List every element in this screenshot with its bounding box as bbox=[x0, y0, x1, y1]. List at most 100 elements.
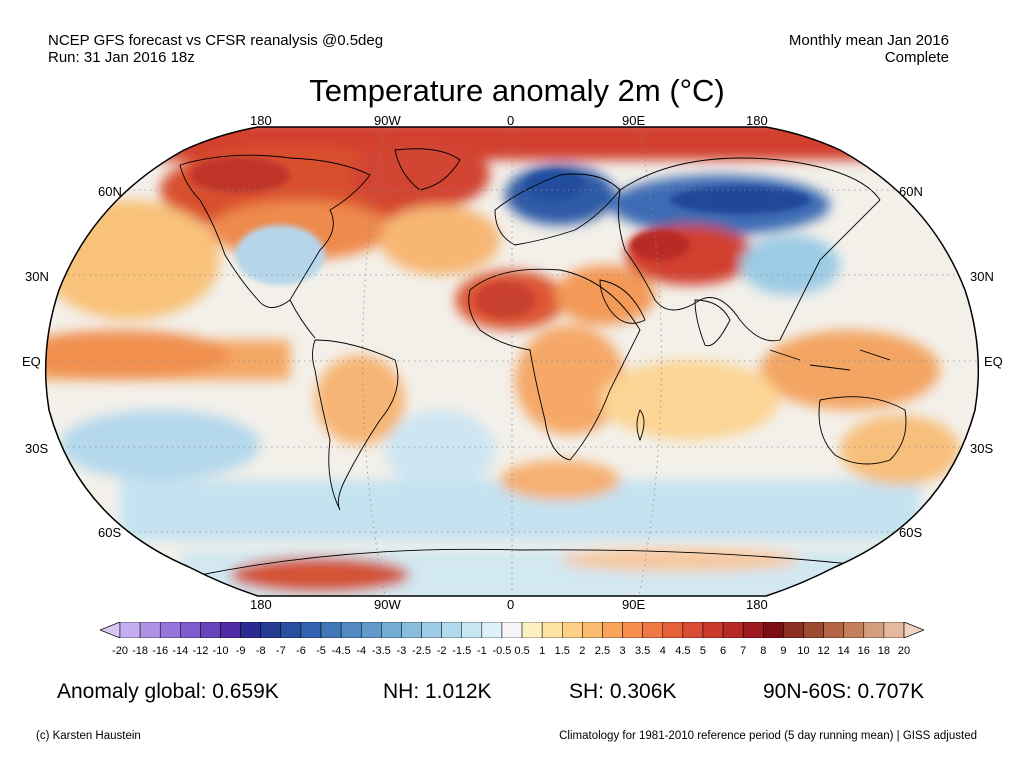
e-antarctic-warm bbox=[560, 548, 800, 572]
header-status: Complete bbox=[884, 49, 949, 66]
coast-antarctica bbox=[199, 548, 861, 576]
antarctic-warm bbox=[230, 557, 410, 593]
colorbar-tick-label: 14 bbox=[837, 645, 850, 657]
lat-label-left-eq: EQ bbox=[22, 354, 41, 369]
colorbar-bin bbox=[481, 622, 503, 638]
colorbar-tick-label: -12 bbox=[192, 645, 209, 657]
coast-india bbox=[694, 299, 731, 347]
aus-warm bbox=[840, 415, 960, 485]
map-title: Temperature anomaly 2m (°C) bbox=[309, 73, 725, 108]
colorbar-tick-label: -5 bbox=[316, 645, 326, 657]
colorbar-tick-label: 4.5 bbox=[675, 645, 691, 657]
colorbar-tick-label: -6 bbox=[296, 645, 306, 657]
colorbar-bin bbox=[803, 622, 824, 638]
lat-label-left-30n: 30N bbox=[25, 269, 49, 284]
colorbar-tick-label: 0.5 bbox=[514, 645, 530, 657]
colorbar-bin bbox=[461, 622, 483, 638]
map-outline bbox=[44, 126, 980, 597]
coast-central-america bbox=[289, 299, 316, 339]
colorbar-tick-label: 16 bbox=[857, 645, 870, 657]
graticule bbox=[45, 127, 979, 596]
lon-label-top-180w: 180 bbox=[250, 113, 272, 128]
colorbar bbox=[100, 622, 924, 638]
colorbar-tick-label: -4.5 bbox=[331, 645, 351, 657]
colorbar-tick-label: -10 bbox=[212, 645, 229, 657]
colorbar-bin bbox=[139, 622, 161, 638]
lat-label-right-30n: 30N bbox=[970, 269, 994, 284]
lon-label-top-90e: 90E bbox=[622, 113, 646, 128]
colorbar-bin bbox=[843, 622, 865, 638]
colorbar-bin bbox=[642, 622, 664, 638]
colorbar-tick-label: -7 bbox=[275, 645, 286, 657]
colorbar-bin bbox=[200, 622, 221, 638]
colorbar-tick-label: 7 bbox=[740, 645, 747, 657]
stat-90n-60s-anomaly: 90N-60S: 0.707K bbox=[763, 680, 925, 703]
lon-label-bottom-0: 0 bbox=[507, 597, 515, 612]
colorbar-bin bbox=[521, 622, 543, 638]
lat-label-left-60s: 60S bbox=[98, 525, 122, 540]
lon-label-bottom-90e: 90E bbox=[622, 597, 646, 612]
colorbar-bin bbox=[883, 622, 905, 638]
colorbar-tick-label: -1.5 bbox=[452, 645, 472, 657]
coast-madagascar bbox=[636, 409, 645, 442]
colorbar-tick-label: -3 bbox=[396, 645, 407, 657]
colorbar-tick-label: -2 bbox=[436, 645, 447, 657]
colorbar-tick-label: 9 bbox=[780, 645, 787, 657]
coast-greenland bbox=[394, 148, 461, 191]
colorbar-tick-label: -0.5 bbox=[492, 645, 512, 657]
colorbar-tick-label: -14 bbox=[172, 645, 189, 657]
colorbar-bin bbox=[381, 622, 402, 638]
colorbar-tick-label: 3.5 bbox=[635, 645, 651, 657]
e-pacific-warm bbox=[45, 330, 230, 380]
indian-ocean-warm bbox=[600, 360, 780, 440]
colorbar-bin bbox=[783, 622, 804, 638]
mideast-warm bbox=[555, 265, 655, 325]
usa-cool bbox=[235, 225, 325, 285]
stat-nh-anomaly: NH: 1.012K bbox=[383, 680, 492, 703]
s-pacific-cool bbox=[60, 410, 260, 480]
coast-indonesia bbox=[769, 349, 891, 371]
colorbar-tick-label: 18 bbox=[877, 645, 891, 657]
colorbar-tick-label: 2.5 bbox=[594, 645, 611, 657]
colorbar-tick-label: 20 bbox=[897, 645, 911, 657]
stat-global-anomaly: Anomaly global: 0.659K bbox=[57, 680, 279, 703]
lat-label-right-30s: 30S bbox=[970, 441, 994, 456]
n-pacific-warm bbox=[45, 200, 220, 320]
colorbar-bin bbox=[562, 622, 583, 638]
s-atlantic-cool bbox=[385, 410, 495, 490]
colorbar-tick-label: 2 bbox=[579, 645, 586, 657]
lon-label-top-0: 0 bbox=[507, 113, 515, 128]
colorbar-bin bbox=[300, 622, 322, 638]
e-asia-cool bbox=[740, 235, 840, 295]
colorbar-tick-label: -9 bbox=[235, 645, 246, 657]
lat-label-right-60n: 60N bbox=[899, 184, 923, 199]
colorbar-tick-label: -2.5 bbox=[412, 645, 432, 657]
colorbar-tick-label: 3 bbox=[619, 645, 626, 657]
colorbar-bin bbox=[541, 622, 563, 638]
coast-europe bbox=[494, 173, 621, 246]
coast-north-america bbox=[179, 154, 371, 308]
lon-label-bottom-90w: 90W bbox=[374, 597, 401, 612]
colorbar-bin bbox=[863, 622, 885, 638]
lat-label-left-60n: 60N bbox=[98, 184, 122, 199]
colorbar-min-arrow bbox=[100, 622, 121, 638]
colorbar-bin bbox=[682, 622, 704, 638]
colorbar-tick-label: -18 bbox=[132, 645, 149, 657]
s-america-warm bbox=[315, 355, 405, 445]
lat-label-left-30s: 30S bbox=[25, 441, 49, 456]
colorbar-bin bbox=[180, 622, 201, 638]
s-ocean-warm bbox=[500, 460, 620, 500]
coast-africa bbox=[468, 268, 641, 461]
alaska-hot bbox=[190, 157, 290, 193]
coast-arabia bbox=[599, 279, 646, 324]
sahara-hot bbox=[475, 282, 535, 318]
colorbar-bin bbox=[159, 622, 181, 638]
colorbar-tick-labels: -20 -18 -16 -14 -12 -10 -9 -8 -7 -6 -5 -4.5 -4 -3.5 -3… bbox=[100, 645, 924, 659]
colorbar-tick-label: -20 bbox=[112, 645, 128, 657]
footer-credit: (c) Karsten Haustein bbox=[36, 730, 141, 742]
colorbar-bin bbox=[421, 622, 442, 638]
colorbar-tick-label: -3.5 bbox=[371, 645, 391, 657]
colorbar-bin bbox=[220, 622, 241, 638]
africa-warm bbox=[515, 325, 625, 435]
colorbar-tick-label: 10 bbox=[797, 645, 810, 657]
